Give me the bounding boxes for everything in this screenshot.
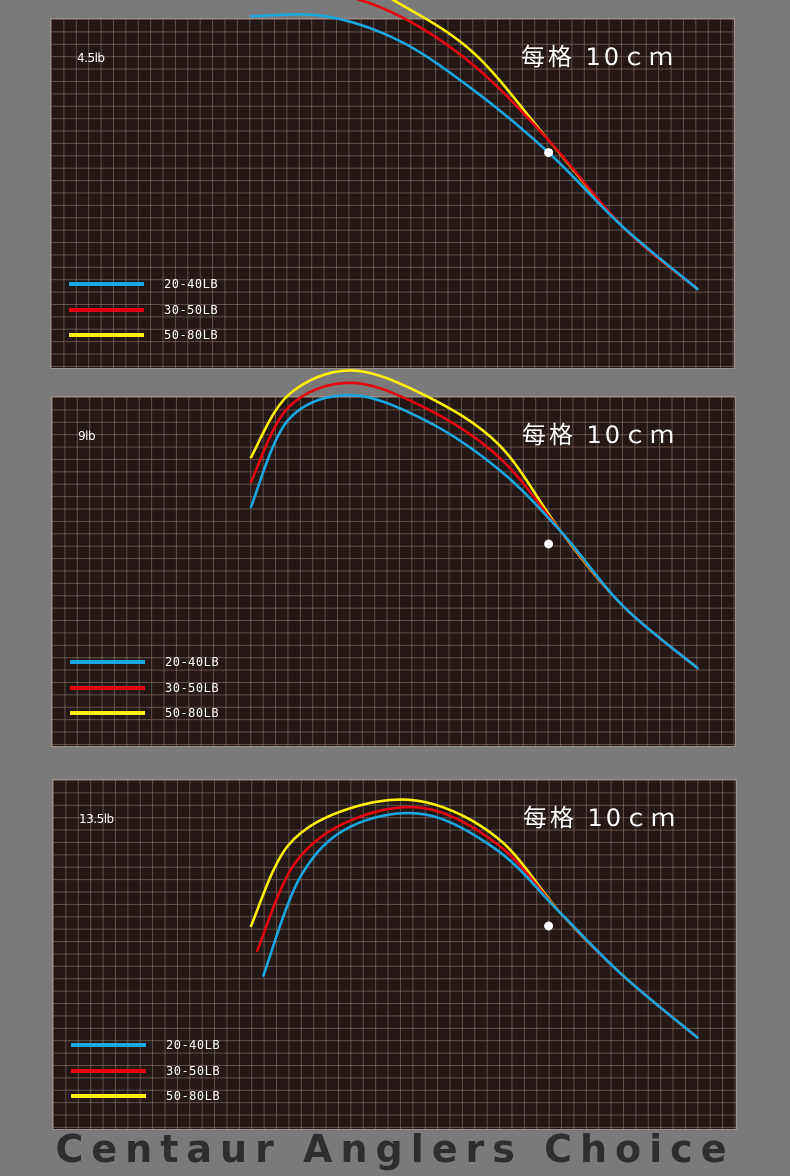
curve-30-50lb (255, 805, 699, 1039)
curve-chart-panel-13-5lb: 13.5lb 每格 10ｃｍ 20-40LB 30-50LB 50-80LB (52, 779, 737, 1130)
curve-chart-panel-4-5lb: 4.5lb 每格 10ｃｍ 20-40LB 30-50LB 50-80LB (50, 0, 735, 369)
curve-chart-panel-9lb: 9lb 每格 10ｃｍ 20-40LB 30-50LB 50-80LB (51, 369, 736, 747)
legend-swatch-blue (69, 282, 144, 287)
legend-label: 20-40LB (165, 655, 220, 670)
legend-swatch-red (71, 1068, 146, 1073)
curve-50-80lb (390, 0, 699, 291)
legend-swatch-red (69, 307, 144, 312)
legend-label: 20-40LB (166, 1038, 221, 1053)
reference-point-marker (544, 539, 554, 549)
grid-scale-label: 每格 10ｃｍ (520, 43, 676, 71)
legend-item-30-50lb: 30-50LB (70, 675, 219, 701)
load-weight-label: 9lb (78, 429, 96, 443)
curve-30-50lb (356, 0, 699, 291)
legend-swatch-yellow (71, 1094, 146, 1099)
curve-20-40lb (262, 811, 699, 1039)
legend-swatch-yellow (69, 333, 144, 338)
legend-label: 50-80LB (166, 1089, 221, 1104)
legend-label: 50-80LB (164, 328, 219, 343)
legend-item-50-80lb: 50-80LB (69, 323, 218, 349)
legend-item-20-40lb: 20-40LB (70, 650, 219, 676)
legend: 20-40LB 30-50LB 50-80LB (70, 650, 219, 727)
bend-curve-plot (249, 0, 699, 291)
legend-swatch-yellow (70, 711, 145, 716)
legend-item-30-50lb: 30-50LB (69, 297, 218, 323)
legend-item-30-50lb: 30-50LB (71, 1058, 220, 1084)
legend-swatch-blue (71, 1043, 146, 1048)
curve-30-50lb (249, 381, 699, 670)
bend-curve-plot (249, 369, 699, 670)
load-weight-label: 13.5lb (79, 812, 114, 826)
reference-point-marker (544, 148, 554, 158)
legend-item-50-80lb: 50-80LB (70, 701, 219, 727)
legend-item-20-40lb: 20-40LB (69, 272, 218, 298)
legend-label: 20-40LB (164, 277, 219, 292)
curve-20-40lb (249, 13, 699, 291)
legend: 20-40LB 30-50LB 50-80LB (69, 272, 218, 349)
grid-scale-label: 每格 10ｃｍ (522, 804, 678, 832)
grid-scale-label: 每格 10ｃｍ (521, 421, 677, 449)
legend-item-20-40lb: 20-40LB (71, 1033, 220, 1059)
legend-label: 50-80LB (165, 706, 220, 721)
legend-swatch-blue (70, 660, 145, 665)
legend-label: 30-50LB (165, 680, 220, 695)
legend-item-50-80lb: 50-80LB (71, 1084, 220, 1110)
legend-swatch-red (70, 685, 145, 690)
legend: 20-40LB 30-50LB 50-80LB (71, 1033, 220, 1110)
load-weight-label: 4.5lb (77, 51, 105, 65)
legend-label: 30-50LB (166, 1063, 221, 1078)
bend-curve-plot (249, 798, 699, 1039)
legend-label: 30-50LB (164, 302, 219, 317)
brand-watermark: Centaur Anglers Choice (55, 1127, 735, 1171)
reference-point-marker (544, 921, 554, 931)
curve-50-80lb (249, 369, 699, 670)
curve-20-40lb (249, 393, 699, 670)
